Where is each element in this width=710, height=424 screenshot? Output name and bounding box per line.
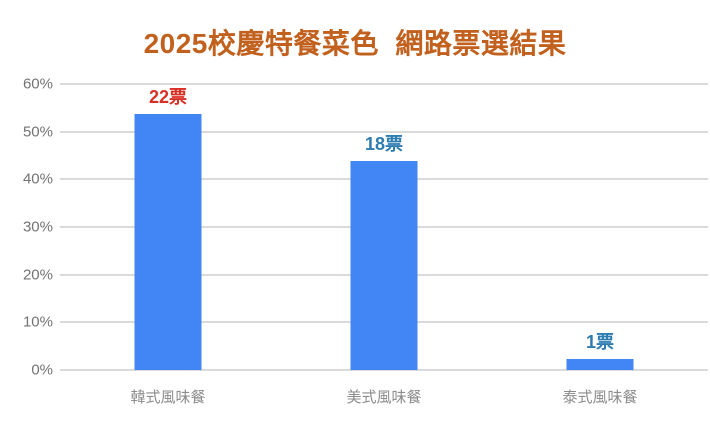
y-axis-tick-label: 60% <box>22 75 53 93</box>
bar-value-label: 18票 <box>364 133 404 154</box>
plot-area: 0% 10% 20% 30% 40% 50% 60% 22票韓式風味餐 18票美式風味餐 1票泰式… <box>23 76 708 406</box>
bar-value-label: 22票 <box>148 87 188 108</box>
y-axis-tick-label: 30% <box>22 218 53 236</box>
gridline <box>60 83 708 85</box>
bar-value-label: 1票 <box>585 331 615 352</box>
bar-美式風味餐 <box>350 160 418 370</box>
bar-韓式風味餐 <box>134 114 202 370</box>
bar-泰式風味餐 <box>566 358 634 370</box>
gridline <box>60 369 708 371</box>
x-axis-category-label: 泰式風味餐 <box>562 389 638 406</box>
y-axis-tick-label: 50% <box>22 123 53 141</box>
y-axis-tick-label: 40% <box>22 170 53 188</box>
x-axis-category-label: 韓式風味餐 <box>130 389 206 406</box>
x-axis-category-label: 美式風味餐 <box>346 389 422 406</box>
y-axis-tick-label: 0% <box>31 361 53 379</box>
y-axis-tick-label: 20% <box>22 266 53 284</box>
gridline <box>60 130 708 133</box>
y-axis-tick-label: 10% <box>22 313 53 331</box>
chart-title: 2025校慶特餐菜色 網路票選結果 <box>143 28 567 59</box>
